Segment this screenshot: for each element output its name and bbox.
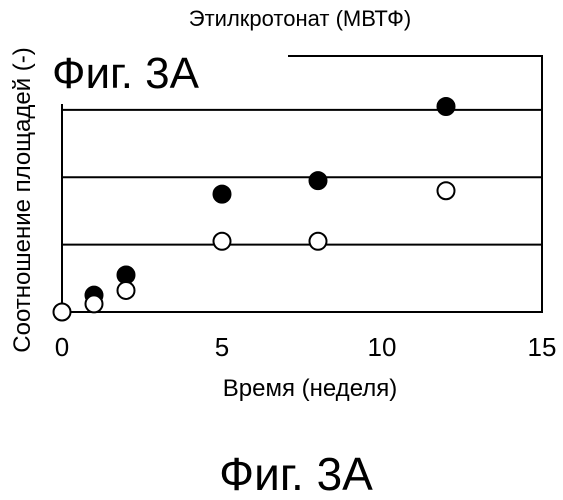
- x-tick-labels: 0 5 10 15: [55, 332, 557, 362]
- data-points: [54, 98, 455, 320]
- open-data-point: [310, 233, 327, 250]
- open-data-point: [214, 233, 231, 250]
- chart-title: Этилкротонат (МВТФ): [189, 6, 411, 31]
- x-tick-label: 15: [528, 332, 557, 362]
- inset-label: Фиг. 3А: [52, 49, 200, 98]
- x-axis-label: Время (неделя): [223, 375, 397, 402]
- filled-data-point: [118, 266, 135, 283]
- open-data-point: [118, 282, 135, 299]
- x-tick-label: 0: [55, 332, 69, 362]
- filled-data-point: [310, 172, 327, 189]
- x-tick-label: 5: [215, 332, 229, 362]
- filled-data-point: [214, 186, 231, 203]
- filled-data-point: [438, 98, 455, 115]
- grid-lines: [62, 110, 542, 245]
- x-tick-label: 10: [368, 332, 397, 362]
- open-data-point: [438, 182, 455, 199]
- open-data-point: [54, 304, 71, 321]
- open-data-point: [86, 295, 103, 312]
- y-axis-label: Соотношение площадей (-): [9, 47, 36, 352]
- figure-caption: Фиг. 3А: [219, 448, 373, 500]
